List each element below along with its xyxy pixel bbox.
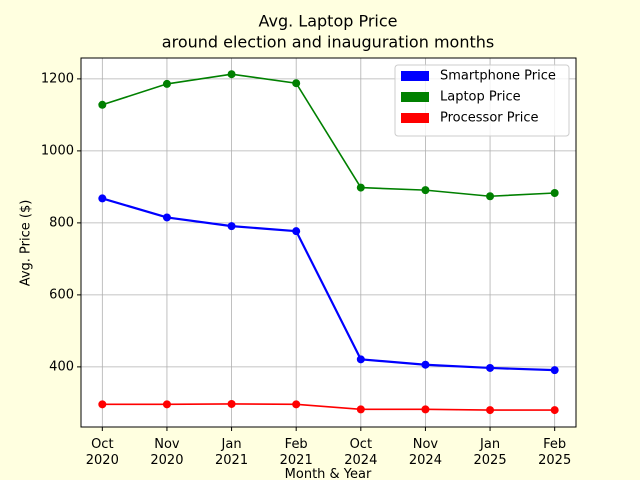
data-point (550, 189, 559, 197)
data-point (98, 100, 107, 109)
data-point (162, 79, 171, 88)
data-point (292, 227, 301, 236)
y-tick-label: 400 (49, 359, 74, 374)
y-tick-label: 600 (49, 287, 74, 302)
data-point (550, 366, 559, 375)
y-axis-label: Avg. Price ($) (19, 200, 34, 287)
x-tick-label: Oct 2024 (344, 437, 377, 468)
y-tick-label: 800 (49, 215, 74, 230)
data-point (227, 222, 236, 231)
legend-label: Processor Price (440, 111, 538, 126)
x-tick-label: Jan 2025 (474, 437, 507, 468)
data-point (486, 192, 495, 201)
series-line (102, 403, 555, 411)
x-tick-label: Feb 2021 (280, 437, 313, 468)
data-point (550, 406, 559, 415)
series-line (102, 197, 555, 372)
y-tick-label: 1000 (41, 143, 74, 158)
x-tick-label: Oct 2020 (86, 437, 119, 468)
data-point (227, 70, 236, 79)
plot-frame (80, 57, 577, 428)
data-point (356, 355, 365, 364)
data-point (227, 399, 236, 408)
x-tick-label: Jan 2021 (215, 437, 248, 468)
x-tick-label: Nov 2024 (409, 437, 442, 468)
legend-box (394, 64, 570, 137)
y-tick-label: 1200 (41, 71, 74, 86)
x-axis-label: Month & Year (285, 467, 372, 480)
data-point (486, 406, 495, 415)
legend-label: Smartphone Price (440, 69, 556, 84)
legend-swatch (401, 113, 429, 123)
data-point (98, 194, 107, 203)
data-point (356, 405, 365, 414)
data-point (421, 405, 430, 414)
data-point (421, 360, 430, 369)
chart-title: Avg. Laptop Price (258, 12, 397, 31)
data-point (162, 213, 171, 222)
data-point (292, 79, 301, 88)
legend-swatch (401, 92, 429, 102)
data-point (486, 363, 495, 372)
data-point (162, 400, 171, 409)
data-point (356, 183, 365, 192)
data-point (292, 400, 301, 409)
chart-subtitle: around election and inauguration months (162, 33, 494, 52)
legend-swatch (401, 71, 429, 81)
x-tick-label: Feb 2025 (538, 437, 571, 468)
series-line (102, 73, 555, 198)
legend-label: Laptop Price (440, 90, 521, 105)
data-point (98, 400, 107, 409)
data-point (421, 186, 430, 195)
x-tick-label: Nov 2020 (150, 437, 183, 468)
